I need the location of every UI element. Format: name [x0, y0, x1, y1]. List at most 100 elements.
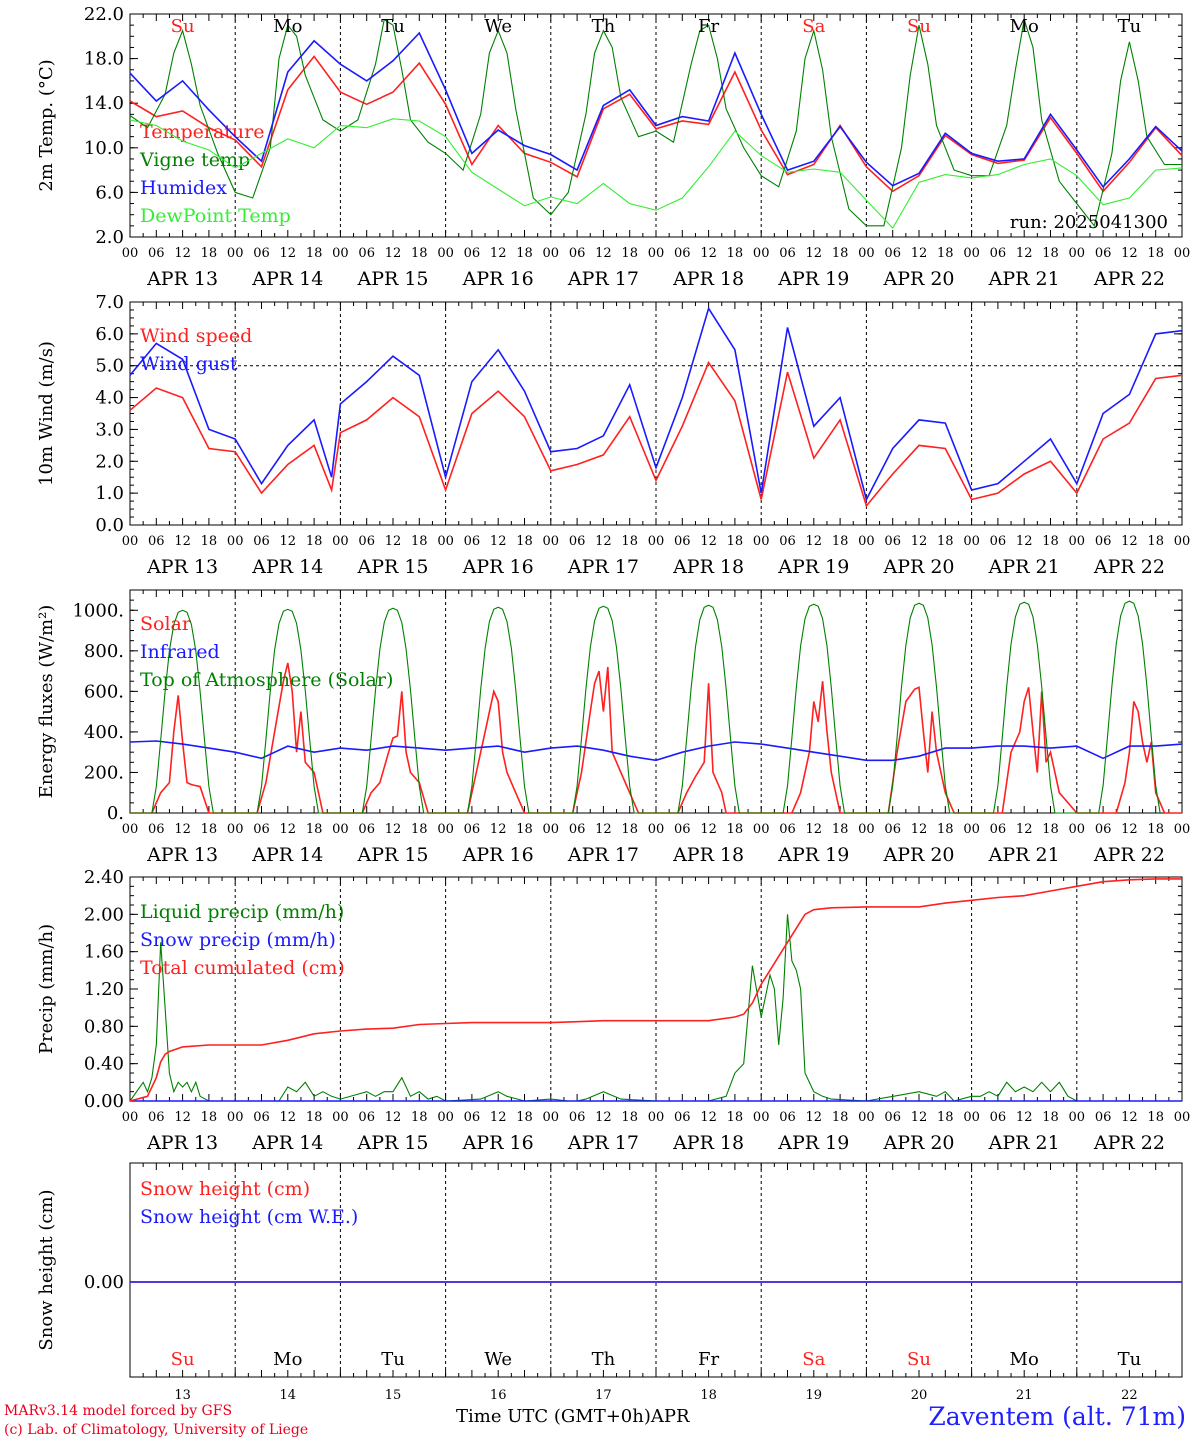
date-label: APR 14 — [251, 844, 323, 866]
hour-label: 18 — [1042, 534, 1059, 549]
hour-label: 12 — [595, 822, 612, 837]
day-name: We — [484, 1349, 512, 1370]
hour-label: 18 — [516, 1110, 533, 1125]
hour-label: 12 — [1016, 1110, 1033, 1125]
date-label: APR 21 — [988, 1132, 1060, 1154]
hour-label: 00 — [858, 822, 875, 837]
hour-label: 06 — [674, 534, 691, 549]
hour-label: 00 — [1069, 822, 1086, 837]
hour-label: 18 — [621, 822, 638, 837]
hour-label: 18 — [937, 534, 954, 549]
hour-label: 06 — [253, 1110, 270, 1125]
date-label: APR 19 — [777, 844, 849, 866]
hour-label: 18 — [937, 246, 954, 261]
y-tick-label: 1.0 — [95, 483, 124, 504]
day-name: Th — [592, 1349, 616, 1370]
series-line — [130, 662, 1182, 814]
y-tick-label: 6.0 — [95, 324, 124, 345]
day-name: Mo — [1010, 1349, 1039, 1370]
hour-label: 06 — [148, 246, 165, 261]
hour-label: 12 — [1121, 822, 1138, 837]
hour-label: 12 — [490, 1110, 507, 1125]
hour-label: 00 — [543, 822, 560, 837]
hour-label: 18 — [516, 822, 533, 837]
hour-label: 12 — [174, 822, 191, 837]
hour-label: 00 — [1174, 1110, 1191, 1125]
hour-label: 06 — [990, 1110, 1007, 1125]
series-line — [129, 360, 1183, 508]
hour-label: 06 — [464, 822, 481, 837]
date-label: APR 13 — [146, 556, 218, 578]
panel-3: 0. 200. 400. 600. 800. 1000. Energy fluxes (W/… — [36, 589, 1191, 866]
y-axis-title: Snow height (cm) — [36, 1189, 57, 1350]
legend-entry: Top of Atmosphere (Solar) — [140, 669, 393, 691]
hour-label: 12 — [385, 246, 402, 261]
hour-label: 12 — [385, 534, 402, 549]
y-tick-label: 2.40 — [84, 867, 124, 888]
hour-label: 06 — [674, 1110, 691, 1125]
date-label: APR 15 — [356, 268, 428, 290]
hour-label: 12 — [490, 246, 507, 261]
y-tick-label: 2.0 — [95, 451, 124, 472]
day-name: Tu — [381, 16, 405, 37]
hour-label: 18 — [1147, 534, 1164, 549]
legend-entry: Wind speed — [140, 325, 252, 347]
hour-label: 12 — [385, 822, 402, 837]
hour-label: 06 — [884, 1110, 901, 1125]
hour-label: 06 — [1095, 822, 1112, 837]
hour-label: 12 — [806, 534, 823, 549]
hour-label: 00 — [1174, 822, 1191, 837]
date-label: APR 19 — [777, 556, 849, 578]
hour-label: 00 — [1069, 1110, 1086, 1125]
hour-label: 06 — [253, 822, 270, 837]
hour-label: 00 — [227, 822, 244, 837]
hour-label: 06 — [674, 822, 691, 837]
day-name: Tu — [381, 1349, 405, 1370]
hour-label: 06 — [990, 822, 1007, 837]
legend-entry: Snow height (cm W.E.) — [140, 1206, 358, 1228]
legend-entry: Snow height (cm) — [140, 1178, 310, 1200]
hour-label: 18 — [727, 822, 744, 837]
y-tick-label: 0. — [107, 803, 124, 824]
y-tick-label: 3.0 — [95, 419, 124, 440]
model-credit: MARv3.14 model forced by GFS — [4, 1403, 233, 1419]
day-name: Th — [592, 16, 616, 37]
hour-label: 18 — [411, 1110, 428, 1125]
hour-label: 00 — [437, 822, 454, 837]
hour-label: 12 — [1016, 246, 1033, 261]
hour-label: 18 — [306, 822, 323, 837]
date-label: APR 14 — [251, 268, 323, 290]
hour-label: 06 — [990, 246, 1007, 261]
date-label: APR 20 — [882, 844, 954, 866]
hour-label: 00 — [122, 822, 139, 837]
day-number: 16 — [490, 1388, 507, 1403]
series-line — [129, 55, 1183, 193]
day-name: Su — [907, 16, 931, 37]
panel-5: 0.00 Snow height (cm) Snow height (cm) Snow… — [36, 1162, 1183, 1378]
y-tick-label: 0.0 — [95, 515, 124, 536]
hour-label: 00 — [437, 534, 454, 549]
hour-label: 18 — [411, 246, 428, 261]
hour-label: 12 — [174, 534, 191, 549]
legend-entry: Liquid precip (mm/h) — [140, 901, 344, 923]
legend-entry: Solar — [140, 613, 192, 635]
y-tick-label: 2.0 — [95, 227, 124, 248]
hour-label: 18 — [201, 1110, 218, 1125]
hour-label: 06 — [990, 534, 1007, 549]
hour-label: 00 — [1174, 534, 1191, 549]
day-number: 22 — [1121, 1388, 1138, 1403]
hour-label: 18 — [1147, 1110, 1164, 1125]
hour-label: 12 — [911, 822, 928, 837]
date-label: APR 13 — [146, 1132, 218, 1154]
date-label: APR 20 — [882, 268, 954, 290]
hour-label: 06 — [464, 246, 481, 261]
day-name: Fr — [698, 16, 719, 37]
station-label: Zaventem (alt. 71m) — [928, 1402, 1186, 1431]
day-number: 13 — [174, 1388, 191, 1403]
hour-label: 18 — [306, 1110, 323, 1125]
legend-entry: Total cumulated (cm) — [140, 957, 345, 979]
hour-label: 06 — [884, 822, 901, 837]
hour-label: 00 — [1174, 246, 1191, 261]
hour-label: 18 — [1042, 1110, 1059, 1125]
hour-label: 18 — [201, 534, 218, 549]
